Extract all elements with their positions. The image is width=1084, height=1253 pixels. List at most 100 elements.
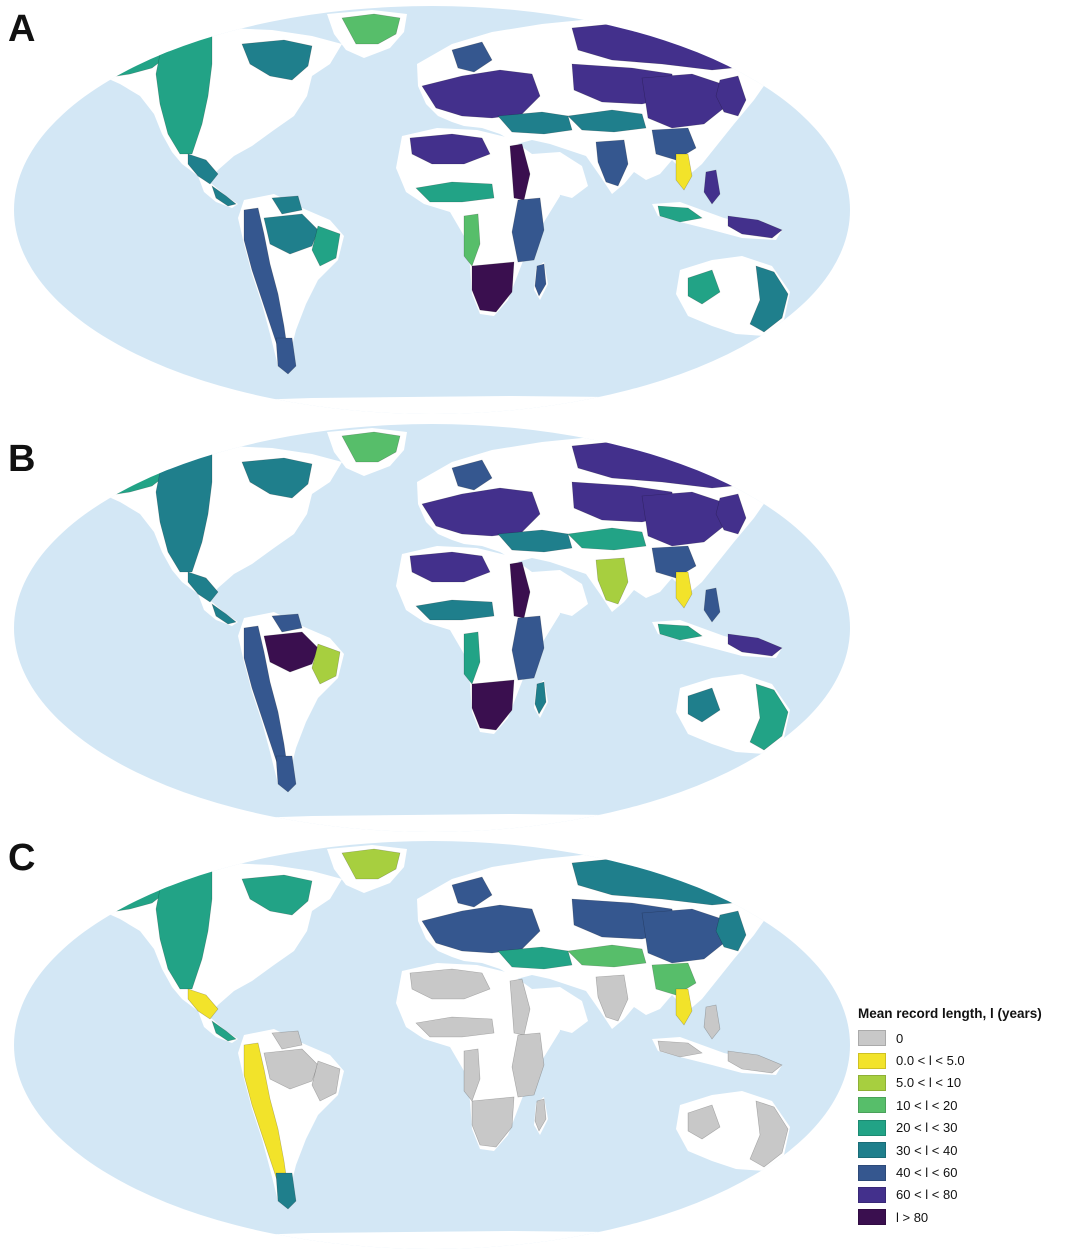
- region-new-guinea: [727, 633, 783, 657]
- land-arabia: [532, 152, 588, 198]
- panel-label-c: C: [8, 837, 36, 879]
- land-antarctica: [122, 1231, 842, 1249]
- legend-label: 60 < l < 80: [896, 1187, 958, 1203]
- legend-label: l > 80: [896, 1209, 929, 1225]
- map-panel-c: C: [0, 835, 860, 1253]
- region-japan-korea: [715, 910, 747, 952]
- region-patagonia: [275, 337, 297, 375]
- region-western-north-america: [155, 453, 213, 573]
- panel-label-a: A: [8, 8, 36, 50]
- region-eastern-canada: [241, 457, 313, 499]
- land-new-zealand: [800, 748, 812, 772]
- legend-swatch: [858, 1209, 886, 1226]
- region-amazon: [263, 1048, 319, 1090]
- legend-item: 40 < l < 60: [858, 1161, 1078, 1183]
- legend-label: 10 < l < 20: [896, 1097, 958, 1113]
- region-turkey-caucasus: [497, 946, 573, 970]
- region-madagascar: [534, 681, 547, 715]
- legend-items: 0 0.0 < l < 5.0 5.0 < l < 10 10 < l < 20 20 …: [858, 1027, 1078, 1229]
- region-japan-korea: [715, 493, 747, 535]
- region-new-zealand: [799, 329, 813, 355]
- region-north-africa: [409, 968, 491, 1000]
- region-china: [641, 73, 725, 129]
- region-greenland: [341, 431, 401, 463]
- region-mexico: [187, 988, 219, 1020]
- region-east-africa: [511, 1032, 545, 1098]
- region-east-africa: [511, 197, 545, 263]
- land-antarctica: [122, 396, 842, 414]
- region-western-australia: [687, 1104, 721, 1140]
- region-sahel: [415, 599, 495, 621]
- land-new-zealand: [800, 1165, 812, 1189]
- region-himalaya: [567, 527, 647, 551]
- region-eastern-brazil: [311, 225, 341, 267]
- map-layers: [81, 845, 842, 1249]
- region-eastern-australia: [749, 1100, 789, 1168]
- legend-item: 0.0 < l < 5.0: [858, 1049, 1078, 1071]
- region-new-zealand: [799, 747, 813, 773]
- region-eastern-brazil: [311, 1060, 341, 1102]
- region-western-north-america: [155, 870, 213, 990]
- legend-swatch: [858, 1142, 886, 1159]
- region-philippines: [703, 1004, 721, 1040]
- region-indochina: [675, 988, 693, 1026]
- region-east-africa: [511, 615, 545, 681]
- region-new-guinea: [727, 1050, 783, 1074]
- land-new-zealand: [800, 330, 812, 354]
- land-arabia: [532, 987, 588, 1033]
- region-japan-korea: [715, 75, 747, 117]
- region-india: [595, 139, 629, 187]
- region-sahel: [415, 181, 495, 203]
- legend-item: 10 < l < 20: [858, 1094, 1078, 1116]
- region-southern-africa: [471, 679, 515, 731]
- region-amazon: [263, 631, 319, 673]
- region-turkey-caucasus: [497, 529, 573, 553]
- legend-item: 30 < l < 40: [858, 1139, 1078, 1161]
- region-eastern-brazil: [311, 643, 341, 685]
- region-eastern-canada: [241, 39, 313, 81]
- region-indochina: [675, 153, 693, 191]
- legend: Mean record length, l (years) 0 0.0 < l <…: [858, 1006, 1078, 1229]
- region-indochina: [675, 571, 693, 609]
- land-arabia: [532, 570, 588, 616]
- legend-item: l > 80: [858, 1206, 1078, 1228]
- legend-label: 30 < l < 40: [896, 1142, 958, 1158]
- panel-label-b: B: [8, 438, 36, 480]
- region-central-america: [211, 603, 237, 625]
- region-indonesia: [657, 623, 703, 641]
- world-map-c: [14, 841, 850, 1249]
- region-europe: [421, 904, 541, 954]
- region-central-america: [211, 185, 237, 207]
- world-map-a: [14, 6, 850, 414]
- region-philippines: [703, 169, 721, 205]
- region-madagascar: [534, 263, 547, 297]
- legend-label: 40 < l < 60: [896, 1165, 958, 1181]
- legend-swatch: [858, 1097, 886, 1114]
- region-turkey-caucasus: [497, 111, 573, 135]
- region-new-zealand: [799, 1164, 813, 1190]
- region-west-africa-coast: [463, 1048, 481, 1102]
- region-new-guinea: [727, 215, 783, 239]
- region-indonesia: [657, 205, 703, 223]
- region-europe: [421, 487, 541, 537]
- region-west-africa-coast: [463, 213, 481, 267]
- region-west-africa-coast: [463, 631, 481, 685]
- legend-item: 20 < l < 30: [858, 1117, 1078, 1139]
- legend-item: 0: [858, 1027, 1078, 1049]
- region-guiana: [271, 613, 303, 633]
- region-patagonia: [275, 1172, 297, 1210]
- legend-label: 5.0 < l < 10: [896, 1075, 962, 1091]
- region-southern-africa: [471, 1096, 515, 1148]
- legend-swatch: [858, 1030, 886, 1047]
- region-india: [595, 557, 629, 605]
- legend-label: 0.0 < l < 5.0: [896, 1053, 965, 1069]
- legend-label: 0: [896, 1030, 904, 1046]
- region-europe: [421, 69, 541, 119]
- land-antarctica: [122, 814, 842, 832]
- legend-swatch: [858, 1052, 886, 1069]
- legend-swatch: [858, 1074, 886, 1091]
- region-himalaya: [567, 109, 647, 133]
- region-greenland: [341, 13, 401, 45]
- region-madagascar: [534, 1098, 547, 1132]
- region-southern-africa: [471, 261, 515, 313]
